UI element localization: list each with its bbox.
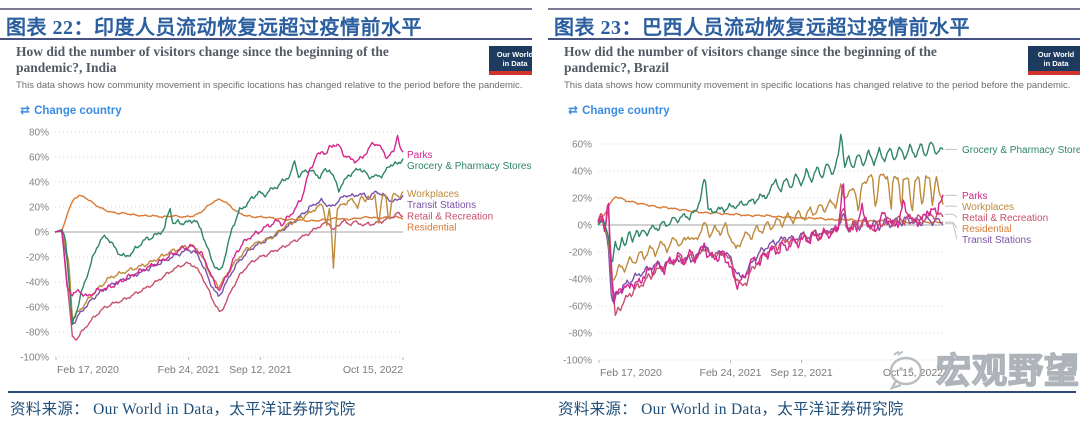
chart-title: How did the number of visitors change si… [564, 44, 937, 75]
series-line-transit-stations [54, 190, 404, 326]
legend-label-grocery-pharmacy-stores: Grocery & Pharmacy Stores [407, 161, 531, 172]
y-axis-label: -80% [26, 328, 49, 339]
legend-label-residential: Residential [962, 224, 1011, 235]
legend-label-workplaces: Workplaces [407, 189, 459, 200]
owid-logo: Our World in Data [1028, 46, 1080, 75]
figure-panel-brazil: 图表 23：巴西人员流动恢复远超过疫情前水平 How did the numbe… [548, 0, 1080, 427]
chart-canvas: 80% 60% 40% 20% 0% -20% -40% -60% -80% -100% Feb 1… [20, 128, 531, 377]
y-axis-label: -40% [569, 275, 592, 286]
source-rule [8, 391, 1076, 393]
panel-top-rule [548, 8, 1080, 10]
series-line-workplaces [597, 173, 944, 282]
series-line-transit-stations [597, 213, 944, 302]
owid-logo-line2: in Data [502, 58, 528, 68]
owid-logo-line2: in Data [1043, 58, 1069, 68]
line-chart-brazil: 60% 40% 20% 0% -20% -40% -60% -80% -100% Feb 17, … [548, 122, 1080, 380]
legend-label-transit-stations: Transit Stations [962, 235, 1031, 246]
legend-label-workplaces: Workplaces [962, 202, 1014, 213]
legend-label-retail-recreation: Retail & Recreation [962, 213, 1048, 224]
x-axis-label: Sep 12, 2021 [770, 367, 833, 379]
y-axis-label: -100% [563, 356, 592, 367]
y-axis-label: -40% [26, 278, 49, 289]
legend-leader-line [945, 221, 958, 229]
change-country-button[interactable]: ⇄ Change country [568, 103, 670, 117]
y-axis-label: 60% [572, 140, 592, 151]
series-line-grocery-pharmacy-store [597, 133, 944, 263]
series-line-parks [597, 183, 944, 305]
x-axis-label: Sep 12, 2021 [229, 364, 292, 376]
legend-leader-line [945, 213, 958, 218]
x-axis-label: Oct 15, 2022 [883, 367, 943, 379]
legend-label-transit-stations: Transit Stations [407, 200, 476, 211]
change-country-icon: ⇄ [568, 103, 579, 117]
owid-logo-box: Our World in Data [1028, 46, 1080, 71]
y-axis-label: 40% [29, 178, 49, 189]
wechat-icon [889, 351, 923, 391]
y-axis-label: -60% [569, 302, 592, 313]
change-country-button[interactable]: ⇄ Change country [20, 103, 122, 117]
legend-leader-line [945, 223, 958, 240]
x-axis: Feb 17, 2020 Feb 24, 2021 Sep 12, 2021 Oct … [598, 360, 944, 379]
panel-top-rule [0, 8, 532, 10]
y-axis-label: -60% [26, 303, 49, 314]
series-line-residential [54, 194, 404, 233]
series-line-grocery-pharmacy-stores [54, 158, 404, 325]
x-axis-label: Feb 17, 2020 [57, 364, 119, 376]
legend-label-retail-recreation: Retail & Recreation [407, 211, 493, 222]
y-axis-label: -100% [20, 353, 49, 364]
figure-title: 图表 23：巴西人员流动恢复远超过疫情前水平 [554, 17, 970, 39]
legend-label-parks: Parks [962, 191, 988, 202]
chart-canvas: 60% 40% 20% 0% -20% -40% -60% -80% -100% Feb 17, … [563, 133, 1080, 379]
watermark: 宏观野望 [888, 351, 1080, 391]
y-axis-label: 20% [29, 203, 49, 214]
legend-label-grocery-pharmacy-store: Grocery & Pharmacy Store [962, 145, 1080, 156]
y-axis-label: 0% [35, 228, 50, 239]
figure-title: 图表 22：印度人员流动恢复远超过疫情前水平 [6, 17, 422, 39]
change-country-icon: ⇄ [20, 103, 31, 117]
source-note: 资料来源： Our World in Data，太平洋证券研究院 [558, 401, 904, 418]
y-axis-label: 40% [572, 167, 592, 178]
gridlines: 80% 60% 40% 20% 0% -20% -40% -60% -80% -100% [20, 128, 403, 364]
chart-subtitle: This data shows how community movement i… [16, 80, 523, 91]
legend-label-parks: Parks [407, 150, 433, 161]
change-country-label: Change country [34, 105, 122, 117]
owid-logo: Our World in Data [489, 46, 532, 75]
y-axis-label: -20% [26, 253, 49, 264]
legend-label-residential: Residential [407, 222, 456, 233]
x-axis-label: Oct 15, 2022 [343, 364, 403, 376]
x-axis-label: Feb 17, 2020 [600, 367, 662, 379]
y-axis-label: 80% [29, 128, 49, 139]
y-axis-label: -80% [569, 329, 592, 340]
series-line-parks [54, 134, 404, 297]
figure-title-rule [548, 38, 1080, 40]
gridlines: 60% 40% 20% 0% -20% -40% -60% -80% -100% [563, 140, 943, 367]
y-axis-label: 0% [578, 221, 593, 232]
y-axis-label: 60% [29, 153, 49, 164]
x-axis-label: Feb 24, 2021 [700, 367, 762, 379]
figure-title-rule [0, 38, 532, 40]
owid-logo-stripe [489, 71, 532, 75]
x-axis: Feb 17, 2020 Feb 24, 2021 Sep 12, 2021 Oct … [55, 357, 404, 376]
y-axis-label: -20% [569, 248, 592, 259]
y-axis-label: 20% [572, 194, 592, 205]
owid-logo-stripe [1028, 71, 1080, 75]
change-country-label: Change country [582, 105, 670, 117]
owid-logo-line1: Our World [1037, 49, 1075, 59]
series-line-retail-recreation [54, 211, 404, 341]
line-chart-india: 80% 60% 40% 20% 0% -20% -40% -60% -80% -100% Feb 1… [0, 122, 532, 380]
source-note: 资料来源： Our World in Data，太平洋证券研究院 [10, 401, 356, 418]
owid-logo-box: Our World in Data [489, 46, 532, 71]
chart-subtitle: This data shows how community movement i… [564, 80, 1071, 91]
legend: Grocery & Pharmacy StoreParksWorkplacesR… [945, 145, 1080, 246]
x-axis-label: Feb 24, 2021 [158, 364, 220, 376]
watermark-label: 宏观野望 [935, 351, 1080, 391]
figure-panel-india: 图表 22：印度人员流动恢复远超过疫情前水平 How did the numbe… [0, 0, 532, 427]
owid-logo-line1: Our World [496, 49, 532, 59]
chart-title: How did the number of visitors change si… [16, 44, 389, 75]
